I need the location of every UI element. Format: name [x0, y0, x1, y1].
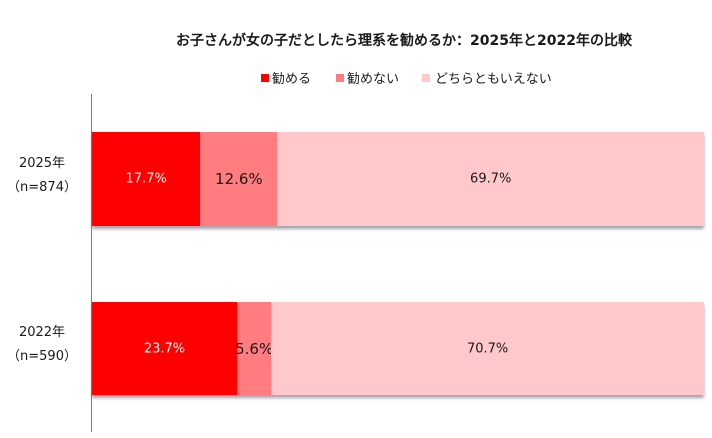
bar-2022: 23.7% 5.6% 70.7% [92, 302, 704, 395]
data-label: 70.7% [466, 341, 509, 356]
category-year: 2022年 [18, 325, 66, 340]
category-sample-size: （n=874） [7, 180, 77, 195]
chart-title: お子さんが女の子だとしたら理系を勧めるか：2025年と2022年の比較 [176, 33, 632, 49]
data-label: 23.7% [143, 341, 186, 356]
category-label-2022: 2022年 （n=590） [0, 321, 84, 369]
data-label: 12.6% [215, 170, 263, 188]
data-label: 17.7% [125, 171, 167, 187]
data-label: 69.7% [470, 171, 512, 187]
legend-item-recommend: 勧める [261, 68, 311, 87]
category-axis-line [91, 94, 92, 432]
legend-label: 勧めない [347, 72, 400, 87]
category-label-2025: 2025年 （n=874） [0, 152, 84, 200]
bar-segment-not-recommend: 5.6% [235, 302, 274, 395]
bar-segment-neutral: 70.7% [271, 302, 704, 395]
legend-label: 勧める [272, 72, 312, 87]
legend-item-not-recommend: 勧めない [336, 68, 399, 87]
legend-label: どちらともいえない [435, 72, 552, 87]
legend-swatch-icon [261, 73, 269, 82]
category-sample-size: （n=590） [7, 349, 77, 364]
category-year: 2025年 [18, 156, 66, 171]
bar-2025: 17.7% 12.6% 69.7% [92, 132, 704, 226]
chart-legend: 勧める 勧めない どちらともいえない [0, 68, 712, 87]
bar-segment-neutral: 69.7% [277, 132, 704, 226]
bar-segment-not-recommend: 12.6% [200, 132, 278, 226]
legend-swatch-icon [336, 73, 344, 82]
bar-segment-recommend: 23.7% [92, 302, 238, 395]
bar-segment-recommend: 17.7% [92, 132, 201, 226]
legend-item-neutral: どちらともいえない [422, 68, 552, 87]
data-label: 5.6% [235, 339, 274, 358]
legend-swatch-icon [422, 73, 430, 82]
